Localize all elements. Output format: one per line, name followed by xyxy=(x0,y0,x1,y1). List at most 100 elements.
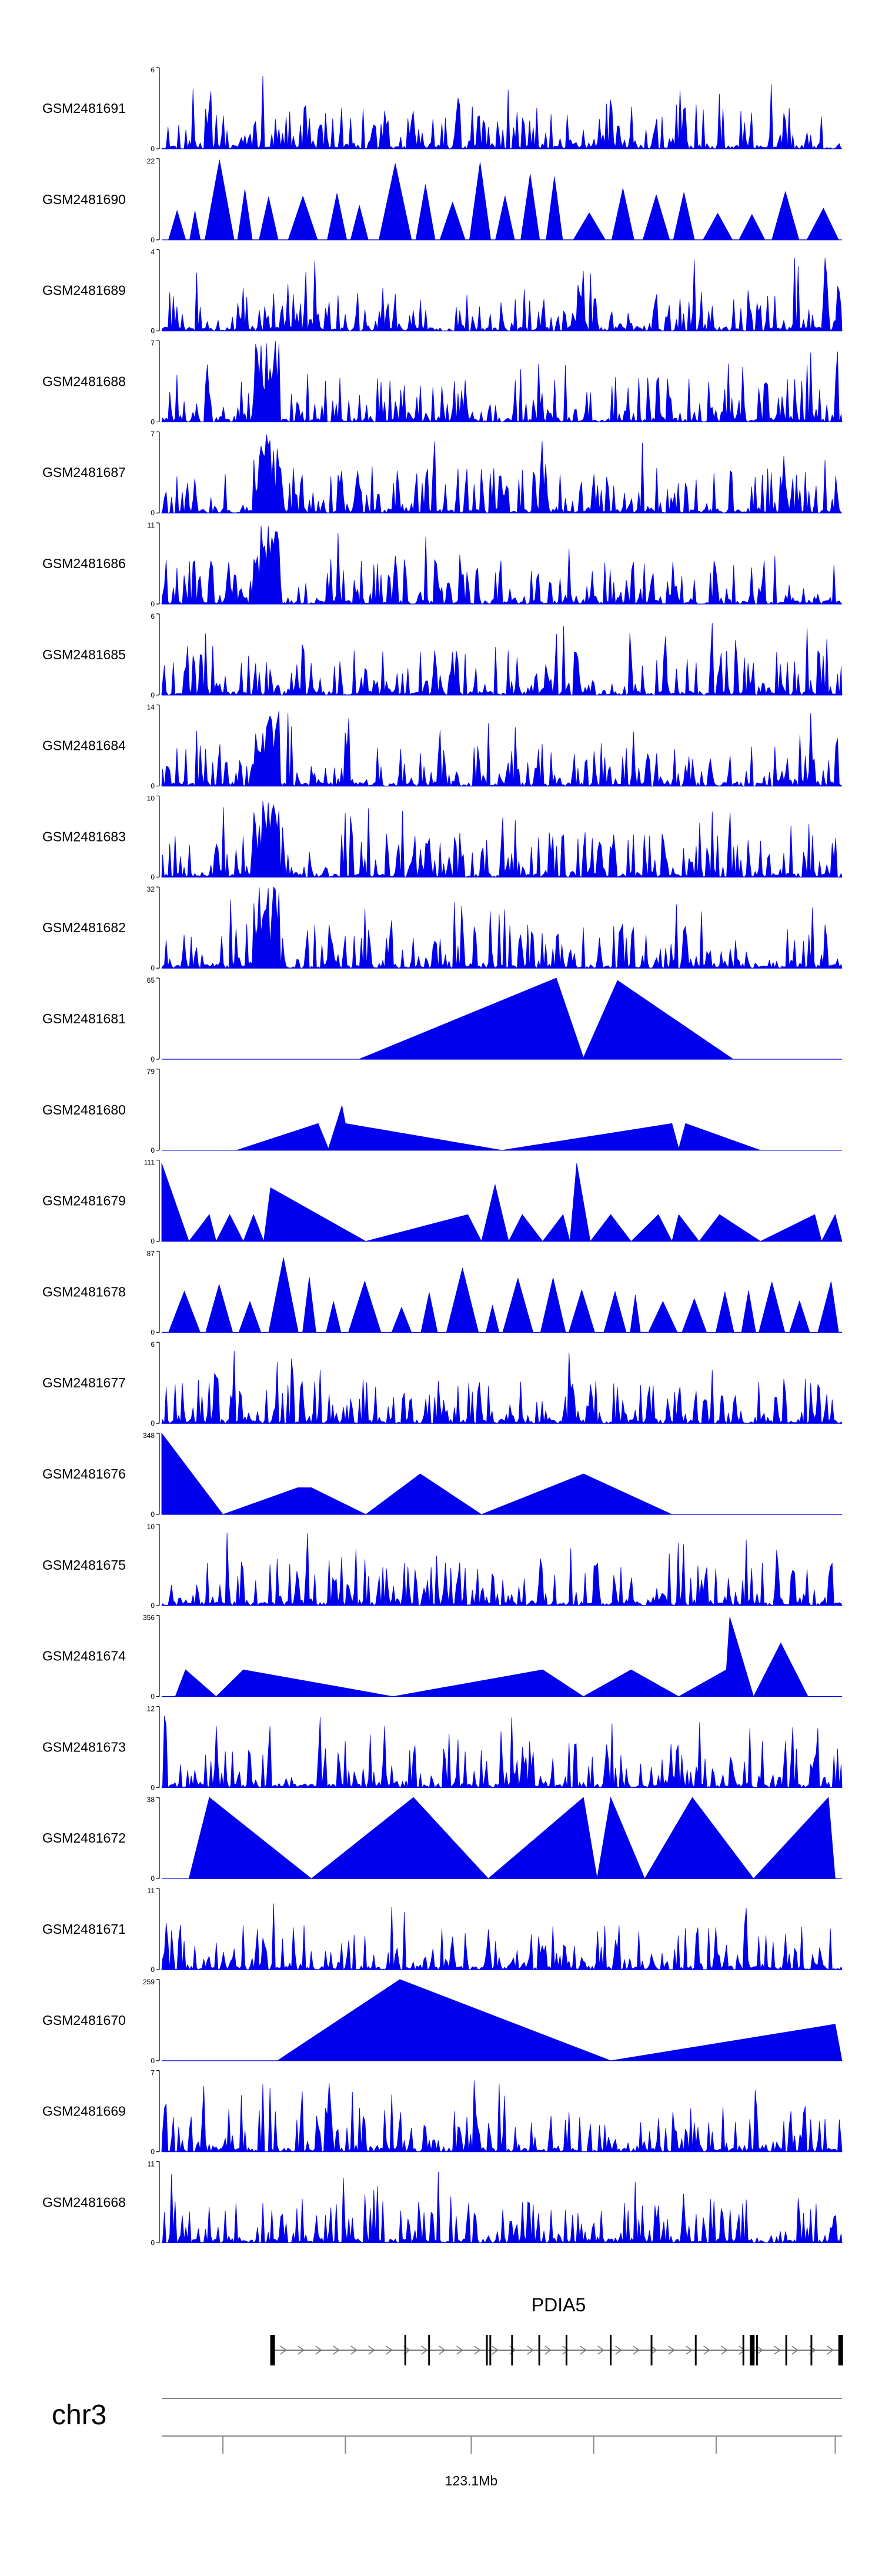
track-label: GSM2481675 xyxy=(42,1557,126,1573)
y-max-label: 356 xyxy=(143,1614,155,1622)
strand-arrow xyxy=(492,2345,499,2355)
y-min-label: 0 xyxy=(151,145,155,153)
exon xyxy=(785,2335,787,2365)
coverage-area xyxy=(161,623,843,696)
track-label: GSM2481681 xyxy=(42,1011,126,1026)
track: GSM2481670 259 0 xyxy=(42,1978,843,2065)
y-max-label: 12 xyxy=(147,1704,155,1713)
y-min-label: 0 xyxy=(151,1419,155,1427)
exon xyxy=(756,2335,758,2365)
y-max-label: 32 xyxy=(147,885,155,893)
y-max-label: 6 xyxy=(151,612,155,620)
track-label: GSM2481684 xyxy=(42,738,126,753)
track-label: GSM2481669 xyxy=(42,2104,126,2119)
y-min-label: 0 xyxy=(151,691,155,699)
y-max-label: 7 xyxy=(151,2069,155,2077)
strand-arrow xyxy=(721,2345,728,2355)
axis-position-label: 123.1Mb xyxy=(445,2473,498,2488)
coverage-area xyxy=(161,1532,843,1606)
strand-arrow xyxy=(315,2345,322,2355)
strand-arrow xyxy=(633,2345,640,2355)
y-min-label: 0 xyxy=(151,1783,155,1791)
y-min-label: 0 xyxy=(151,1601,155,1610)
y-max-label: 11 xyxy=(148,521,155,529)
track: GSM2481684 14 0 xyxy=(42,703,843,790)
strand-arrow xyxy=(350,2345,358,2355)
track: GSM2481686 11 0 xyxy=(42,521,843,608)
chromosome-label: chr3 xyxy=(52,2400,106,2431)
coverage-area xyxy=(161,801,843,877)
y-max-label: 111 xyxy=(144,1159,155,1167)
strand-arrow xyxy=(615,2345,622,2355)
strand-arrow xyxy=(333,2345,340,2355)
coverage-area xyxy=(161,710,843,786)
axis-ticks xyxy=(222,2436,836,2454)
data-tracks: GSM248169160GSM2481690220GSM248168940GSM… xyxy=(42,66,843,2247)
track-label: GSM2481674 xyxy=(42,1649,126,1664)
strand-arrow xyxy=(368,2345,375,2355)
track: GSM2481681 65 0 xyxy=(42,976,842,1063)
track-label: GSM2481685 xyxy=(42,647,126,662)
genome-axis: chr3 123.1Mb xyxy=(52,2398,842,2488)
coverage-area xyxy=(161,1350,843,1424)
track: GSM2481690 22 0 xyxy=(42,157,842,244)
y-max-label: 6 xyxy=(151,66,155,74)
y-min-label: 0 xyxy=(151,964,155,972)
track: GSM2481682 32 0 xyxy=(42,885,843,972)
track-label: GSM2481689 xyxy=(42,283,126,298)
coverage-area xyxy=(161,258,843,331)
y-min-label: 0 xyxy=(151,1237,155,1246)
strand-arrow xyxy=(421,2345,428,2355)
strand-arrow xyxy=(791,2345,799,2355)
track: GSM2481674 356 0 xyxy=(42,1614,842,1701)
coverage-area xyxy=(161,2080,843,2152)
y-max-label: 10 xyxy=(147,1523,155,1531)
track: GSM2481678 87 0 xyxy=(42,1249,842,1336)
gene-track: PDIA5 xyxy=(270,2294,843,2365)
strand-arrow xyxy=(527,2345,534,2355)
y-min-label: 0 xyxy=(151,509,155,517)
strand-arrow xyxy=(774,2345,781,2355)
gene-label: PDIA5 xyxy=(532,2294,586,2315)
y-min-label: 0 xyxy=(151,1146,155,1154)
strand-arrow xyxy=(298,2345,305,2355)
coverage-area xyxy=(188,1797,836,1879)
y-max-label: 259 xyxy=(143,1978,155,1986)
y-min-label: 0 xyxy=(151,418,155,426)
strand-arrow xyxy=(703,2345,710,2355)
y-max-label: 6 xyxy=(151,1340,155,1349)
exon xyxy=(270,2335,275,2365)
exon xyxy=(838,2335,843,2365)
exon xyxy=(694,2335,697,2365)
track: GSM2481683 10 0 xyxy=(42,794,843,881)
exon xyxy=(489,2335,492,2365)
track-label: GSM2481670 xyxy=(42,2013,126,2028)
track: GSM2481671 11 0 xyxy=(42,1887,843,1974)
coverage-area xyxy=(161,434,843,513)
y-min-label: 0 xyxy=(151,873,155,881)
strand-arrow xyxy=(456,2345,463,2355)
y-max-label: 11 xyxy=(148,1887,155,1895)
track-label: GSM2481679 xyxy=(42,1193,126,1209)
strand-arrow xyxy=(686,2345,693,2355)
track: GSM2481689 4 0 xyxy=(42,248,843,335)
y-max-label: 11 xyxy=(148,2160,155,2168)
y-min-label: 0 xyxy=(151,2238,155,2247)
track-label: GSM2481676 xyxy=(42,1466,126,1481)
track-label: GSM2481687 xyxy=(42,465,126,480)
y-max-label: 4 xyxy=(151,248,155,256)
track-label: GSM2481688 xyxy=(42,373,126,389)
coverage-area xyxy=(161,1716,843,1788)
track-label: GSM2481680 xyxy=(42,1102,126,1117)
exon xyxy=(810,2335,813,2365)
strand-arrow xyxy=(668,2345,675,2355)
y-max-label: 7 xyxy=(151,430,155,438)
strand-arrow xyxy=(827,2345,834,2355)
track: GSM2481685 6 0 xyxy=(42,612,843,699)
y-min-label: 0 xyxy=(151,2148,155,2156)
y-max-label: 87 xyxy=(147,1249,155,1257)
y-max-label: 348 xyxy=(143,1432,155,1440)
track-label: GSM2481686 xyxy=(42,556,126,571)
y-min-label: 0 xyxy=(151,2057,155,2065)
